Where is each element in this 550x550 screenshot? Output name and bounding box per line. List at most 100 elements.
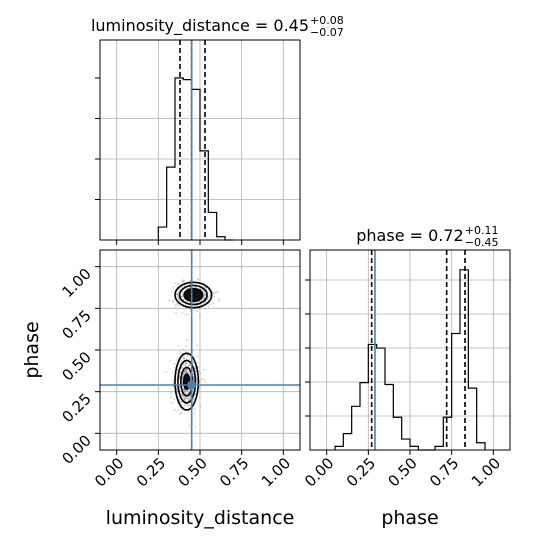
scatter-point xyxy=(174,409,176,411)
scatter-point xyxy=(204,381,207,384)
scatter-point xyxy=(189,279,192,282)
hist-right xyxy=(334,269,486,451)
contour-level xyxy=(178,284,208,306)
scatter-point xyxy=(196,310,199,312)
scatter-point xyxy=(180,286,183,289)
scatter-point xyxy=(212,301,215,304)
scatter-point xyxy=(218,298,221,300)
scatter-point xyxy=(188,395,191,397)
scatter-point xyxy=(181,393,183,395)
xtick-label-luminosity-distance: 0.50 xyxy=(174,454,210,490)
truth-lines xyxy=(100,40,376,450)
scatter-point xyxy=(217,299,220,302)
scatter-point xyxy=(179,413,181,415)
scatter-point xyxy=(193,302,195,304)
scatter-point xyxy=(182,396,185,399)
scatter-point xyxy=(186,300,188,303)
scatter-point xyxy=(180,401,182,404)
scatter-point xyxy=(170,291,173,293)
scatter-point xyxy=(176,295,179,298)
scatter-point xyxy=(183,356,186,359)
scatter-point xyxy=(189,375,192,378)
contour-level xyxy=(174,281,213,309)
scatter-point xyxy=(185,404,188,407)
scatter-point xyxy=(187,371,190,374)
scatter-point xyxy=(197,366,200,368)
truth-marker xyxy=(187,380,197,390)
scatter-point xyxy=(185,362,188,364)
scatter-point xyxy=(203,297,206,300)
scatter-point xyxy=(178,299,181,302)
scatter-point xyxy=(184,370,187,373)
xtick-label-phase: 0.00 xyxy=(301,454,337,490)
scatter-point xyxy=(203,293,206,296)
scatter-point xyxy=(184,389,186,392)
scatter-point xyxy=(203,294,206,297)
scatter-point xyxy=(185,345,188,348)
ytick-label-phase: 0.25 xyxy=(58,390,94,426)
scatter-point xyxy=(178,361,181,364)
scatter-point xyxy=(203,297,206,300)
scatter-point xyxy=(178,399,181,401)
scatter-point xyxy=(177,293,180,296)
xtick-label-phase: 1.00 xyxy=(468,454,504,490)
scatter-point xyxy=(192,362,195,365)
scatter-point xyxy=(177,395,180,398)
scatter-point xyxy=(180,359,183,361)
scatter-point xyxy=(196,344,199,347)
scatter-point xyxy=(179,351,181,353)
scatter-point xyxy=(176,293,179,295)
scatter-point xyxy=(183,279,186,282)
scatter-point xyxy=(203,294,206,296)
scatter-point xyxy=(180,412,183,414)
scatter-point xyxy=(182,281,185,283)
scatter-point xyxy=(186,389,189,392)
hist-phase xyxy=(334,269,486,451)
scatter-point xyxy=(207,306,210,308)
scatter-point xyxy=(174,306,177,308)
scatter-point xyxy=(185,397,187,399)
scatter-point xyxy=(183,372,186,375)
scatter-point xyxy=(184,398,186,401)
xtick-label-phase: 0.75 xyxy=(426,454,462,490)
scatter-point xyxy=(199,315,201,318)
title-phase: phase = 0.72 xyxy=(356,226,463,245)
scatter-point xyxy=(183,363,185,366)
scatter-point xyxy=(217,291,220,294)
scatter-point xyxy=(183,389,186,391)
scatter-point xyxy=(179,371,182,374)
xlabel-phase: phase xyxy=(381,507,438,529)
xtick-label-phase: 0.25 xyxy=(343,454,379,490)
scatter-point xyxy=(184,369,187,372)
scatter-point xyxy=(184,313,187,316)
title-luminosity-distance-name: luminosity_distance xyxy=(91,16,250,36)
scatter-point xyxy=(185,362,188,365)
title-phase-minus: −0.45 xyxy=(465,236,499,249)
scatter-point xyxy=(178,376,181,379)
scatter-point xyxy=(194,367,197,370)
xtick-label-luminosity-distance: 0.75 xyxy=(216,454,252,490)
scatter-point xyxy=(180,401,183,403)
scatter-point xyxy=(184,350,187,353)
scatter-point xyxy=(165,370,168,373)
title-luminosity-distance-plus: +0.08 xyxy=(310,14,344,27)
scatter-point xyxy=(188,397,191,400)
scatter-point xyxy=(183,396,186,399)
scatter-point xyxy=(197,278,200,280)
scatter-point xyxy=(170,396,172,399)
scatter-point xyxy=(184,368,187,371)
scatter-point xyxy=(193,377,195,380)
scatter-point xyxy=(186,369,188,372)
scatter-point xyxy=(186,355,189,357)
scatter-point xyxy=(193,412,196,415)
scatter-point xyxy=(181,395,184,398)
scatter-point xyxy=(170,392,173,394)
scatter-point xyxy=(177,297,180,300)
scatter-point xyxy=(204,286,206,289)
scatter-point xyxy=(174,282,176,285)
scatter-point xyxy=(175,312,177,314)
title-phase-name: phase xyxy=(356,226,404,245)
scatter-point xyxy=(200,405,202,408)
scatter-point xyxy=(177,409,180,411)
scatter-point xyxy=(192,407,195,410)
